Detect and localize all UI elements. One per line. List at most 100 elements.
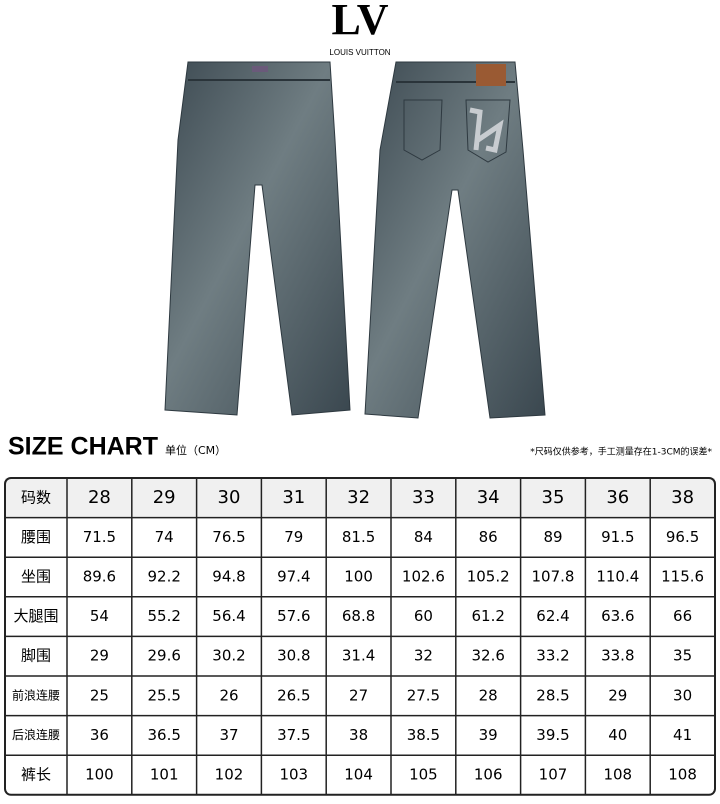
cell: 29 bbox=[153, 487, 176, 508]
cell: 30.2 bbox=[212, 647, 245, 665]
cell: 63.6 bbox=[601, 607, 634, 625]
cell: 100 bbox=[344, 568, 373, 586]
cell: 101 bbox=[150, 766, 179, 784]
size-chart-title: SIZE CHART bbox=[8, 433, 158, 461]
cell: 108 bbox=[668, 766, 697, 784]
cell: 30 bbox=[218, 487, 241, 508]
cell: 34 bbox=[477, 487, 500, 508]
cell: 79 bbox=[284, 528, 303, 546]
cell: 96.5 bbox=[666, 528, 699, 546]
cell: 32 bbox=[414, 647, 433, 665]
cell: 56.4 bbox=[212, 607, 245, 625]
row-label: 大腿围 bbox=[13, 607, 58, 625]
cell: 30 bbox=[673, 686, 692, 704]
cell: 27 bbox=[349, 686, 368, 704]
cell: 106 bbox=[474, 766, 503, 784]
cell: 36 bbox=[606, 487, 629, 508]
cell: 33.2 bbox=[536, 647, 569, 665]
cell: 38 bbox=[349, 726, 368, 744]
pocket bbox=[403, 99, 443, 161]
cell: 103 bbox=[279, 766, 308, 784]
cell: 81.5 bbox=[342, 528, 375, 546]
cell: 29 bbox=[608, 686, 627, 704]
cell: 97.4 bbox=[277, 568, 310, 586]
cell: 54 bbox=[90, 607, 109, 625]
cell: 37 bbox=[219, 726, 238, 744]
cell: 89 bbox=[543, 528, 562, 546]
cell: 60 bbox=[414, 607, 433, 625]
cell: 71.5 bbox=[83, 528, 116, 546]
jeans-back bbox=[364, 61, 546, 419]
cell: 39.5 bbox=[536, 726, 569, 744]
jeans-front bbox=[164, 61, 351, 416]
row-label: 腰围 bbox=[21, 528, 51, 546]
cell: 102.6 bbox=[402, 568, 445, 586]
leather-patch bbox=[476, 64, 506, 86]
row-label: 裤长 bbox=[21, 766, 51, 784]
cell: 33 bbox=[412, 487, 435, 508]
cell: 31.4 bbox=[342, 647, 375, 665]
cell: 107.8 bbox=[532, 568, 575, 586]
pocket bbox=[465, 99, 511, 163]
cell: 28.5 bbox=[536, 686, 569, 704]
cell: 55.2 bbox=[147, 607, 180, 625]
cell: 74 bbox=[155, 528, 174, 546]
cell: 107 bbox=[539, 766, 568, 784]
cell: 92.2 bbox=[147, 568, 180, 586]
row-label: 坐围 bbox=[21, 568, 51, 586]
row-label: 码数 bbox=[21, 488, 51, 506]
pocket-print bbox=[469, 107, 504, 153]
cell: 105 bbox=[409, 766, 438, 784]
cell: 29.6 bbox=[147, 647, 180, 665]
cell: 25 bbox=[90, 686, 109, 704]
cell: 31 bbox=[282, 487, 305, 508]
cell: 33.8 bbox=[601, 647, 634, 665]
cell: 37.5 bbox=[277, 726, 310, 744]
cell: 104 bbox=[344, 766, 373, 784]
cell: 32.6 bbox=[471, 647, 504, 665]
cell: 62.4 bbox=[536, 607, 569, 625]
cell: 61.2 bbox=[471, 607, 504, 625]
cell: 100 bbox=[85, 766, 114, 784]
cell: 89.6 bbox=[83, 568, 116, 586]
cell: 35 bbox=[673, 647, 692, 665]
cell: 26 bbox=[219, 686, 238, 704]
logo-name: LOUIS VUITTON bbox=[329, 48, 390, 57]
cell: 28 bbox=[479, 686, 498, 704]
cell: 105.2 bbox=[467, 568, 510, 586]
cell: 102 bbox=[215, 766, 244, 784]
cell: 26.5 bbox=[277, 686, 310, 704]
cell: 35 bbox=[542, 487, 565, 508]
cell: 84 bbox=[414, 528, 433, 546]
row-label: 脚围 bbox=[21, 647, 51, 665]
cell: 36.5 bbox=[147, 726, 180, 744]
cell: 110.4 bbox=[596, 568, 639, 586]
cell: 40 bbox=[608, 726, 627, 744]
logo-mark: LV bbox=[331, 0, 388, 44]
cell: 94.8 bbox=[212, 568, 245, 586]
cell: 32 bbox=[347, 487, 370, 508]
cell: 30.8 bbox=[277, 647, 310, 665]
row-label: 后浪连腰 bbox=[12, 727, 60, 742]
cell: 38.5 bbox=[407, 726, 440, 744]
table-border bbox=[4, 477, 716, 796]
cell: 27.5 bbox=[407, 686, 440, 704]
note: *尺码仅供参考，手工测量存在1-3CM的误差* bbox=[530, 446, 712, 458]
cell: 57.6 bbox=[277, 607, 310, 625]
cell: 28 bbox=[88, 487, 111, 508]
cell: 38 bbox=[671, 487, 694, 508]
size-table: 码数 28 29 30 31 32 33 34 35 36 38 腰围 71.5 74 76.5 79 81.5… bbox=[4, 477, 716, 796]
unit: 单位（CM） bbox=[165, 443, 226, 457]
header-bg bbox=[5, 478, 715, 518]
cell: 86 bbox=[479, 528, 498, 546]
tag bbox=[252, 66, 268, 72]
cell: 76.5 bbox=[212, 528, 245, 546]
cell: 115.6 bbox=[661, 568, 704, 586]
cell: 29 bbox=[90, 647, 109, 665]
cell: 108 bbox=[603, 766, 632, 784]
cell: 36 bbox=[90, 726, 109, 744]
cell: 39 bbox=[479, 726, 498, 744]
cell: 41 bbox=[673, 726, 692, 744]
